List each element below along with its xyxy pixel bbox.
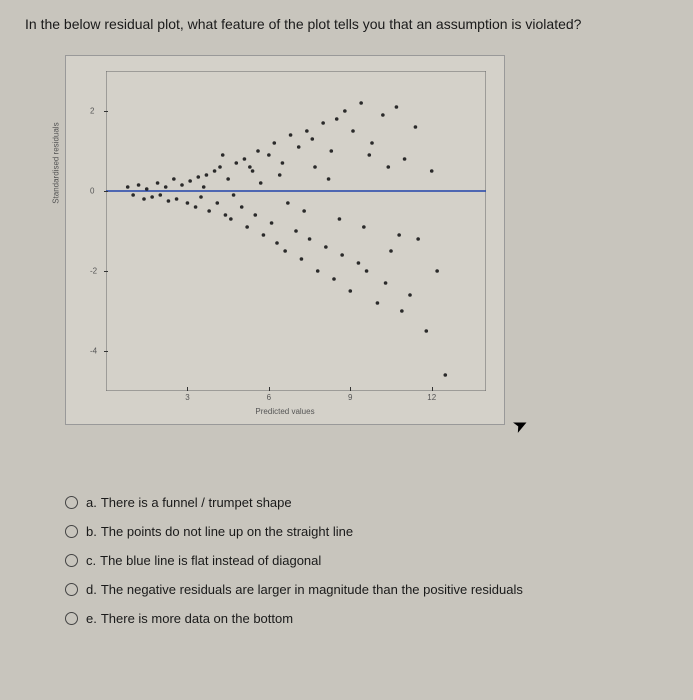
option-letter: c. [86, 553, 96, 568]
option-text: There is a funnel / trumpet shape [101, 495, 292, 510]
plot-area [106, 71, 486, 391]
option-a[interactable]: a. There is a funnel / trumpet shape [65, 495, 668, 510]
xtick-label: 3 [185, 393, 189, 402]
option-e[interactable]: e. There is more data on the bottom [65, 611, 668, 626]
option-letter: d. [86, 582, 97, 597]
cursor-icon: ➤ [509, 413, 532, 438]
residual-plot: Standardised residuals Predicted values … [65, 55, 505, 425]
radio-icon[interactable] [65, 612, 78, 625]
option-letter: b. [86, 524, 97, 539]
radio-icon[interactable] [65, 583, 78, 596]
radio-icon[interactable] [65, 554, 78, 567]
option-text: The blue line is flat instead of diagona… [100, 553, 321, 568]
option-c[interactable]: c. The blue line is flat instead of diag… [65, 553, 668, 568]
scatter-svg [106, 71, 486, 391]
xtick-label: 9 [348, 393, 352, 402]
option-text: There is more data on the bottom [101, 611, 293, 626]
ytick-label: 2 [90, 106, 94, 115]
options-list: a. There is a funnel / trumpet shape b. … [65, 495, 668, 626]
option-letter: e. [86, 611, 97, 626]
option-letter: a. [86, 495, 97, 510]
radio-icon[interactable] [65, 525, 78, 538]
option-b[interactable]: b. The points do not line up on the stra… [65, 524, 668, 539]
xtick-label: 12 [427, 393, 436, 402]
question-text: In the below residual plot, what feature… [25, 15, 668, 35]
ytick-label: -2 [90, 266, 97, 275]
option-d[interactable]: d. The negative residuals are larger in … [65, 582, 668, 597]
option-text: The negative residuals are larger in mag… [101, 582, 523, 597]
option-text: The points do not line up on the straigh… [101, 524, 353, 539]
x-axis-label: Predicted values [255, 407, 314, 416]
radio-icon[interactable] [65, 496, 78, 509]
y-axis-label: Standardised residuals [52, 122, 61, 203]
ytick-label: 0 [90, 186, 94, 195]
ytick-label: -4 [90, 346, 97, 355]
xtick-label: 6 [267, 393, 271, 402]
